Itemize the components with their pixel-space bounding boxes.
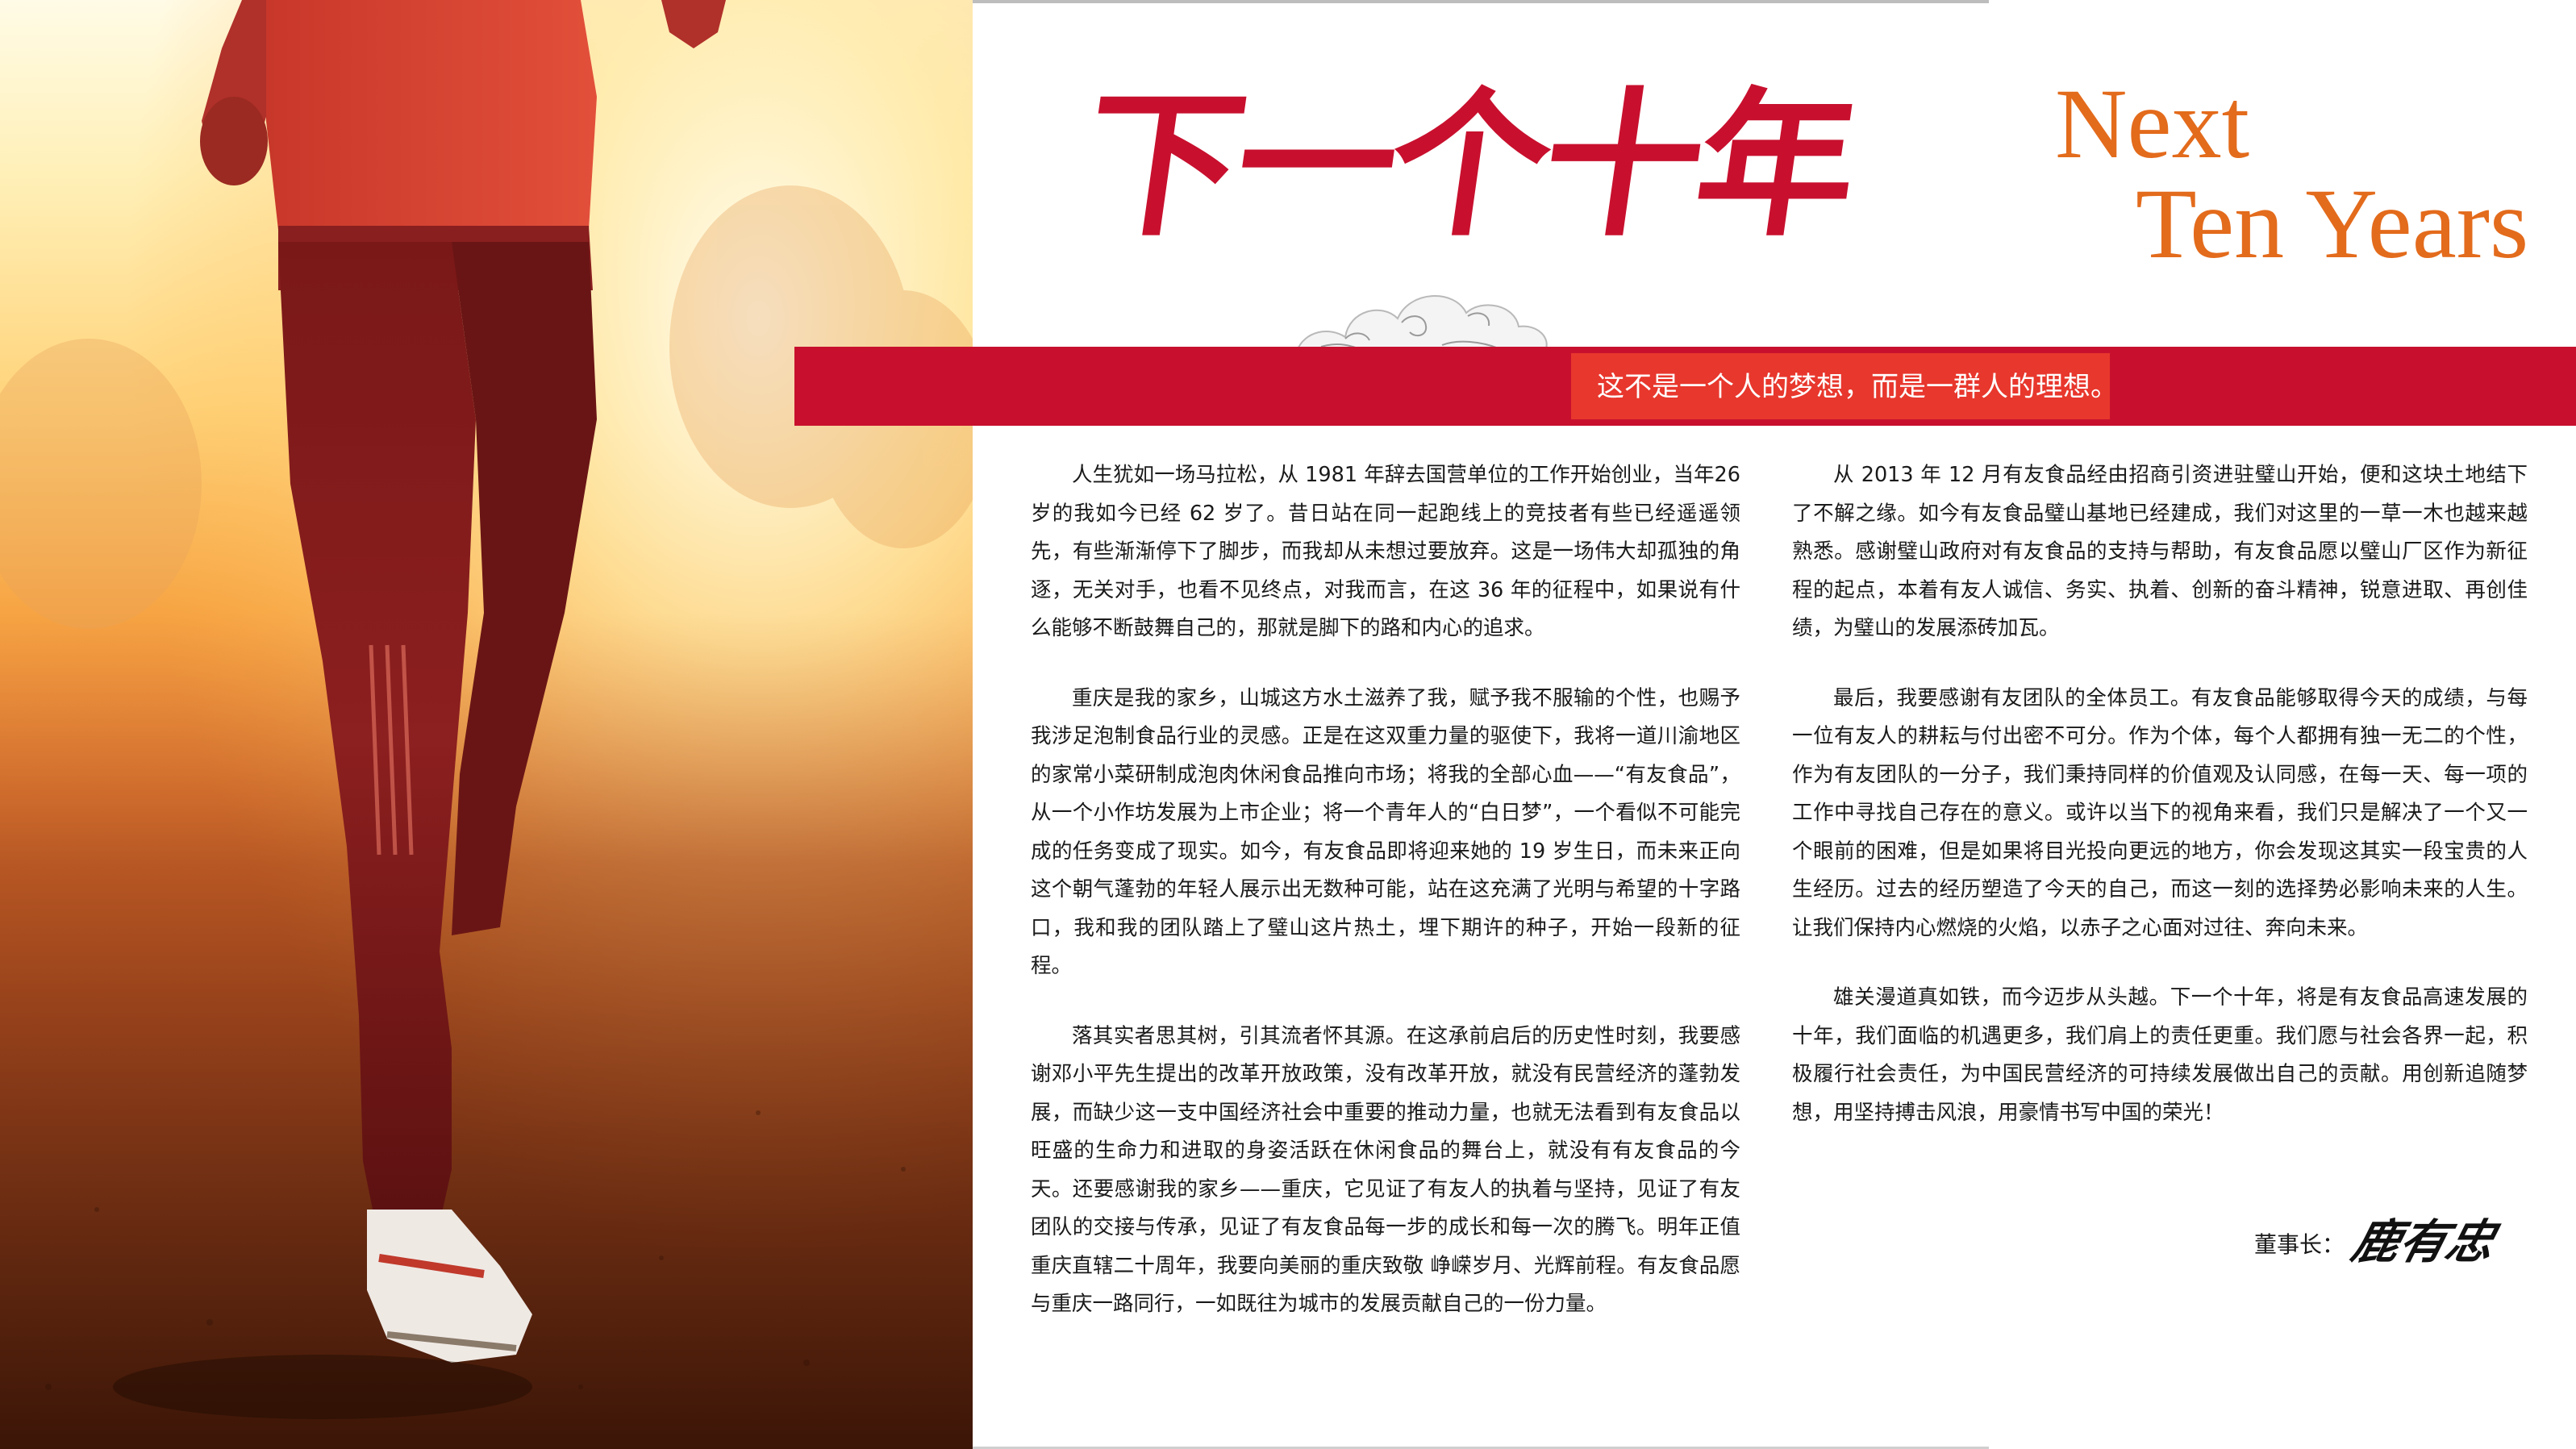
slogan-text: 这不是一个人的梦想，而是一群人的理想。 bbox=[1597, 371, 2118, 403]
title-en-line1: Next bbox=[2055, 69, 2250, 179]
paragraph: 雄关漫道真如铁，而今迈步从头越。下一个十年，将是有友食品高速发展的十年，我们面临… bbox=[1792, 985, 2528, 1125]
paragraph: 从 2013 年 12 月有友食品经由招商引资进驻璧山开始，便和这块土地结下了不… bbox=[1792, 463, 2528, 640]
slogan-banner bbox=[794, 347, 2576, 426]
body-column-left: 人生犹如一场马拉松，从 1981 年辞去国营单位的工作开始创业，当年26 岁的我… bbox=[1031, 456, 1740, 1355]
signature-label: 董事长： bbox=[2254, 1231, 2345, 1258]
title-cn: 下一个十年 bbox=[1072, 65, 1864, 274]
paragraph: 人生犹如一场马拉松，从 1981 年辞去国营单位的工作开始创业，当年26 岁的我… bbox=[1031, 463, 1740, 640]
paragraph: 落其实者思其树，引其流者怀其源。在这承前启后的历史性时刻，我要感谢邓小平先生提出… bbox=[1031, 1023, 1740, 1317]
bottom-rule bbox=[973, 1447, 1989, 1449]
paragraph: 重庆是我的家乡，山城这方水土滋养了我，赋予我不服输的个性，也赐予我涉足泡制食品行… bbox=[1031, 685, 1740, 979]
paragraph: 最后，我要感谢有友团队的全体员工。有友食品能够取得今天的成绩，与每一位有友人的耕… bbox=[1792, 685, 2528, 940]
slogan-banner-highlight bbox=[1571, 353, 2110, 419]
runner-photo bbox=[0, 0, 973, 1449]
body-column-right: 从 2013 年 12 月有友食品经由招商引资进驻璧山开始，便和这块土地结下了不… bbox=[1792, 456, 2528, 1164]
top-rule bbox=[973, 0, 1989, 3]
title-en-line2: Ten Years bbox=[2136, 169, 2529, 279]
auspicious-cloud-icon bbox=[1295, 295, 1548, 352]
signature-name: 鹿有忠 bbox=[2346, 1214, 2501, 1269]
title-cn-text: 下一个十年 bbox=[1071, 73, 1865, 258]
